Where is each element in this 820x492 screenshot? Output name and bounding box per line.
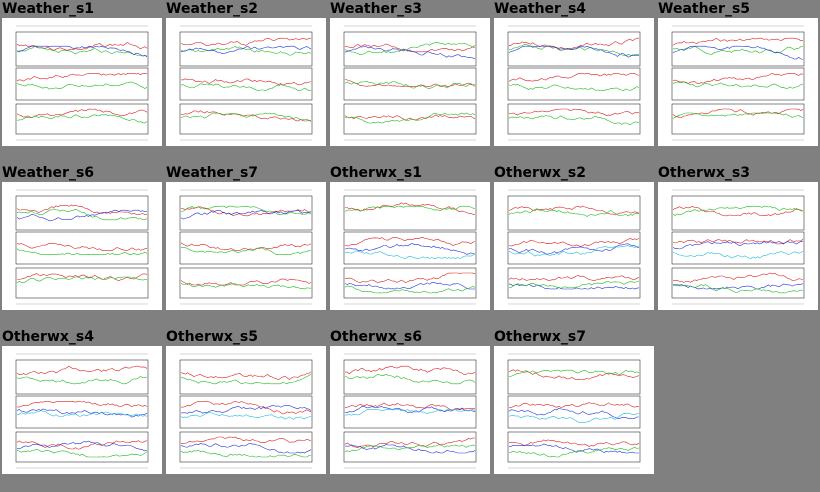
gallery-item: Weather_s7 bbox=[164, 164, 326, 326]
plot-thumbnail-graphic bbox=[179, 189, 313, 305]
plot-thumbnail-graphic bbox=[15, 189, 149, 305]
plot-thumbnail-graphic bbox=[343, 189, 477, 305]
thumbnail-image[interactable] bbox=[166, 346, 326, 474]
plot-thumbnail-graphic bbox=[507, 353, 641, 469]
gallery-item: Weather_s4 bbox=[492, 0, 654, 162]
plot-thumbnail-graphic bbox=[179, 25, 313, 141]
thumbnail-image[interactable] bbox=[2, 346, 162, 474]
gallery-item: Otherwx_s6 bbox=[328, 328, 490, 490]
thumbnail-title[interactable]: Otherwx_s1 bbox=[330, 165, 422, 181]
gallery-item: Otherwx_s5 bbox=[164, 328, 326, 490]
thumbnail-title[interactable]: Weather_s1 bbox=[2, 1, 95, 17]
gallery-item: Otherwx_s3 bbox=[656, 164, 818, 326]
thumbnail-image[interactable] bbox=[330, 182, 490, 310]
gallery-item: Weather_s6 bbox=[0, 164, 162, 326]
thumbnail-image[interactable] bbox=[2, 18, 162, 146]
plot-thumbnail-graphic bbox=[343, 353, 477, 469]
thumbnail-title[interactable]: Otherwx_s3 bbox=[658, 165, 750, 181]
thumbnail-title[interactable]: Weather_s5 bbox=[658, 1, 751, 17]
thumbnail-image[interactable] bbox=[494, 18, 654, 146]
gallery-item: Weather_s2 bbox=[164, 0, 326, 162]
gallery-item: Weather_s5 bbox=[656, 0, 818, 162]
plot-thumbnail-graphic bbox=[343, 25, 477, 141]
plot-thumbnail-graphic bbox=[15, 353, 149, 469]
plot-thumbnail-graphic bbox=[671, 25, 805, 141]
thumbnail-image[interactable] bbox=[330, 346, 490, 474]
thumbnail-title[interactable]: Otherwx_s6 bbox=[330, 329, 422, 345]
thumbnail-image[interactable] bbox=[2, 182, 162, 310]
thumbnail-title[interactable]: Weather_s3 bbox=[330, 1, 423, 17]
thumbnail-title[interactable]: Otherwx_s2 bbox=[494, 165, 586, 181]
thumbnail-image[interactable] bbox=[494, 182, 654, 310]
gallery-item: Weather_s1 bbox=[0, 0, 162, 162]
plot-thumbnail-graphic bbox=[15, 25, 149, 141]
thumbnail-image[interactable] bbox=[166, 18, 326, 146]
thumbnail-title[interactable]: Otherwx_s4 bbox=[2, 329, 94, 345]
thumbnail-image[interactable] bbox=[330, 18, 490, 146]
gallery-item: Otherwx_s2 bbox=[492, 164, 654, 326]
thumbnail-title[interactable]: Otherwx_s5 bbox=[166, 329, 258, 345]
thumbnail-title[interactable]: Weather_s7 bbox=[166, 165, 259, 181]
thumbnail-image[interactable] bbox=[658, 182, 818, 310]
thumbnail-title[interactable]: Weather_s4 bbox=[494, 1, 587, 17]
gallery-item: Otherwx_s1 bbox=[328, 164, 490, 326]
plot-thumbnail-graphic bbox=[507, 189, 641, 305]
plot-thumbnail-graphic bbox=[179, 353, 313, 469]
thumbnail-image[interactable] bbox=[494, 346, 654, 474]
plot-thumbnail-graphic bbox=[507, 25, 641, 141]
thumbnail-title[interactable]: Weather_s2 bbox=[166, 1, 259, 17]
gallery-item: Weather_s3 bbox=[328, 0, 490, 162]
thumbnail-image[interactable] bbox=[166, 182, 326, 310]
thumbnail-image[interactable] bbox=[658, 18, 818, 146]
gallery-item: Otherwx_s4 bbox=[0, 328, 162, 490]
thumbnail-title[interactable]: Otherwx_s7 bbox=[494, 329, 586, 345]
plot-thumbnail-graphic bbox=[671, 189, 805, 305]
thumbnail-title[interactable]: Weather_s6 bbox=[2, 165, 95, 181]
gallery-item: Otherwx_s7 bbox=[492, 328, 654, 490]
